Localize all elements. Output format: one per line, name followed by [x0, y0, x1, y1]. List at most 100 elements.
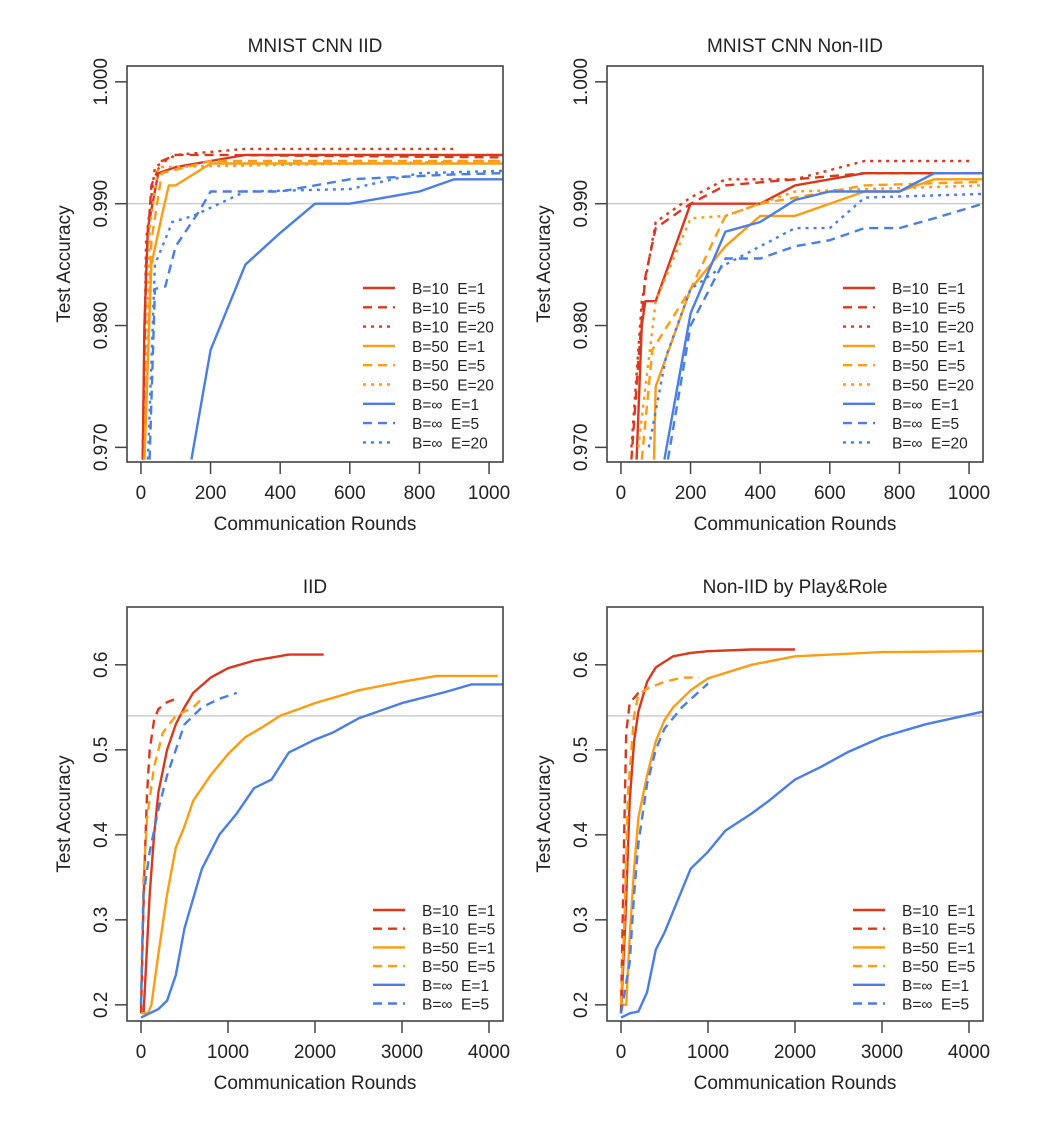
x-tick-label: 0 — [136, 483, 147, 504]
series-line — [141, 153, 503, 460]
y-tick-label: 0.980 — [91, 302, 112, 350]
x-axis-label: Communication Rounds — [214, 514, 417, 535]
x-tick-label: 200 — [675, 483, 707, 504]
series-line — [619, 682, 709, 1014]
y-tick-label: 0.3 — [91, 907, 112, 933]
legend: B=10 E=1 B=10 E=5B=50 E=1 B=50 E=5 B=∞ E=1 B… — [853, 903, 975, 1014]
series-line — [146, 169, 503, 460]
series-line — [142, 653, 324, 1014]
series-line — [143, 159, 503, 460]
legend-label: B=10 E=5 — [902, 922, 975, 939]
x-axis-label: Communication Rounds — [694, 1073, 897, 1094]
y-tick-label: 0.990 — [571, 180, 592, 228]
x-tick-label: 400 — [744, 483, 776, 504]
legend-label: B=∞ E=1 — [902, 978, 969, 995]
series-line — [190, 178, 503, 460]
legend-label: B=50 E=1 — [412, 339, 485, 356]
x-tick-label: 4000 — [468, 1042, 510, 1063]
x-tick-label: 1000 — [468, 483, 510, 504]
x-tick-label: 400 — [264, 483, 296, 504]
series-line — [619, 648, 795, 1014]
legend-label: B=∞ E=5 — [412, 416, 479, 433]
legend-label: B=∞ E=1 — [422, 978, 489, 995]
x-tick-label: 0 — [616, 483, 627, 504]
x-tick-label: 1000 — [207, 1042, 249, 1063]
legend-label: B=50 E=1 — [892, 339, 965, 356]
x-tick-label: 600 — [334, 483, 366, 504]
series-line — [621, 650, 983, 1006]
x-tick-label: 0 — [616, 1042, 627, 1063]
legend-label: B=10 E=5 — [422, 922, 495, 939]
series-line — [666, 202, 983, 460]
legend-label: B=∞ E=1 — [412, 397, 479, 414]
y-tick-label: 0.990 — [91, 180, 112, 228]
plot-frame — [606, 65, 984, 463]
y-tick-label: 0.6 — [91, 652, 112, 678]
y-tick-label: 1.000 — [91, 58, 112, 106]
plot-frame — [126, 65, 504, 463]
legend-label: B=50 E=20 — [892, 378, 974, 395]
x-tick-label: 4000 — [948, 1042, 990, 1063]
y-tick-label: 0.4 — [571, 821, 592, 848]
legend-label: B=10 E=1 — [422, 903, 495, 920]
chart-panel: Non-IID by Play&Role Communication Rounds… — [534, 577, 990, 1094]
legend-label: B=50 E=20 — [412, 378, 494, 395]
x-tick-label: 1000 — [687, 1042, 729, 1063]
series-line — [663, 172, 983, 460]
series-line — [141, 147, 455, 460]
y-axis-label: Test Accuracy — [54, 755, 75, 873]
chart-title: MNIST CNN Non-IID — [707, 36, 883, 57]
y-axis-label: Test Accuracy — [54, 205, 75, 323]
legend: B=10 E=1 B=10 E=5 B=10 E=20 B=50 E=1 B=50 E=… — [363, 281, 494, 452]
legend-label: B=∞ E=20 — [892, 435, 968, 452]
x-tick-label: 1000 — [948, 483, 990, 504]
series-line — [143, 159, 503, 460]
y-tick-label: 0.4 — [91, 821, 112, 848]
legend-label: B=10 E=20 — [892, 320, 974, 337]
chart-title: MNIST CNN IID — [248, 36, 383, 57]
legend-label: B=50 E=5 — [892, 358, 965, 375]
series-line — [619, 676, 700, 1005]
series-line — [637, 184, 983, 448]
legend-label: B=10 E=20 — [412, 320, 494, 337]
legend-label: B=∞ E=5 — [902, 997, 969, 1014]
legend-label: B=10 E=5 — [892, 300, 965, 317]
x-tick-label: 800 — [884, 483, 916, 504]
series-line — [139, 697, 203, 1005]
legend-label: B=∞ E=20 — [412, 435, 488, 452]
series-line — [620, 710, 983, 1019]
legend-label: B=10 E=1 — [892, 281, 965, 298]
y-tick-label: 0.5 — [571, 737, 592, 763]
series-line — [148, 172, 503, 460]
x-tick-label: 600 — [814, 483, 846, 504]
y-tick-label: 0.970 — [91, 424, 112, 472]
chart-title: Non-IID by Play&Role — [703, 577, 888, 598]
y-tick-label: 0.3 — [571, 907, 592, 933]
series-line — [619, 690, 644, 1014]
x-axis-label: Communication Rounds — [214, 1073, 417, 1094]
chart-panel: MNIST CNN IID Communication Rounds Test Ac… — [54, 36, 510, 535]
x-tick-label: 200 — [195, 483, 227, 504]
legend: B=10 E=1 B=10 E=5B=50 E=1 B=50 E=5 B=∞ E=1 B… — [373, 903, 495, 1014]
legend-label: B=10 E=5 — [412, 300, 485, 317]
legend-label: B=50 E=1 — [422, 940, 495, 957]
series-group — [619, 648, 983, 1019]
legend-label: B=10 E=1 — [902, 903, 975, 920]
series-line — [139, 691, 238, 1005]
series-line — [140, 683, 503, 1019]
y-tick-label: 0.6 — [571, 652, 592, 678]
x-tick-label: 2000 — [294, 1042, 336, 1063]
legend-label: B=∞ E=5 — [422, 997, 489, 1014]
legend-label: B=50 E=1 — [902, 940, 975, 957]
legend-label: B=∞ E=5 — [892, 416, 959, 433]
x-tick-label: 3000 — [861, 1042, 903, 1063]
legend-label: B=∞ E=1 — [892, 397, 959, 414]
chart-title: IID — [303, 577, 327, 598]
legend-label: B=10 E=1 — [412, 281, 485, 298]
y-axis-label: Test Accuracy — [534, 205, 555, 323]
series-group — [630, 159, 983, 460]
y-tick-label: 0.980 — [571, 302, 592, 350]
legend: B=10 E=1 B=10 E=5 B=10 E=20 B=50 E=1 B=50 E=… — [843, 281, 974, 452]
x-tick-label: 2000 — [774, 1042, 816, 1063]
